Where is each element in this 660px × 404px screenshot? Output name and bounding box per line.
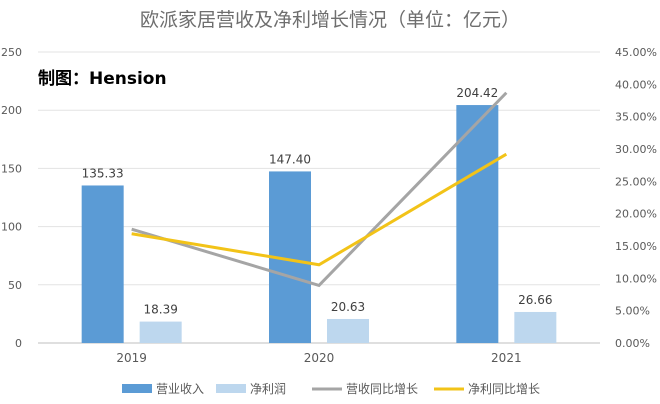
category-label: 2020	[304, 351, 335, 365]
legend-label: 营业收入	[156, 382, 204, 396]
left-tick-label: 150	[1, 162, 22, 175]
bar-data-label: 147.40	[269, 152, 311, 166]
bar-net-profit	[514, 311, 557, 343]
category-label: 2021	[491, 351, 522, 365]
right-tick-label: 10.00%	[615, 272, 657, 285]
right-tick-label: 45.00%	[615, 46, 657, 59]
bar-data-label: 135.33	[82, 166, 124, 180]
chart-credit: 制图：Hension	[38, 68, 167, 89]
legend-swatch	[122, 384, 152, 393]
right-tick-label: 20.00%	[615, 208, 657, 221]
bar-data-label: 204.42	[456, 86, 498, 100]
right-tick-label: 40.00%	[615, 78, 657, 91]
bar-data-label: 18.39	[143, 303, 177, 317]
bar-net-profit	[139, 321, 182, 343]
right-tick-label: 0.00%	[615, 337, 650, 350]
bar-data-label: 26.66	[518, 293, 552, 307]
bar-net-profit	[327, 318, 369, 343]
right-tick-label: 5.00%	[615, 305, 650, 318]
line-profit-yoy	[131, 152, 508, 267]
legend-label: 净利同比增长	[468, 382, 540, 396]
bar-revenue	[81, 185, 124, 343]
right-tick-label: 25.00%	[615, 175, 657, 188]
category-label: 2019	[116, 351, 147, 365]
left-tick-label: 250	[1, 46, 22, 59]
line-revenue-yoy	[131, 91, 508, 288]
bar-revenue	[456, 105, 499, 344]
left-tick-label: 100	[1, 221, 22, 234]
left-tick-label: 50	[8, 279, 22, 292]
left-tick-label: 0	[15, 337, 22, 350]
bar-data-label: 20.63	[331, 300, 365, 314]
left-tick-label: 200	[1, 104, 22, 117]
right-tick-label: 35.00%	[615, 111, 657, 124]
chart-title: 欧派家居营收及净利增长情况（单位：亿元）	[140, 9, 520, 31]
legend-label: 营收同比增长	[346, 382, 418, 396]
legend-swatch	[216, 384, 246, 393]
legend-label: 净利润	[250, 382, 286, 396]
right-tick-label: 30.00%	[615, 143, 657, 156]
right-tick-label: 15.00%	[615, 240, 657, 253]
